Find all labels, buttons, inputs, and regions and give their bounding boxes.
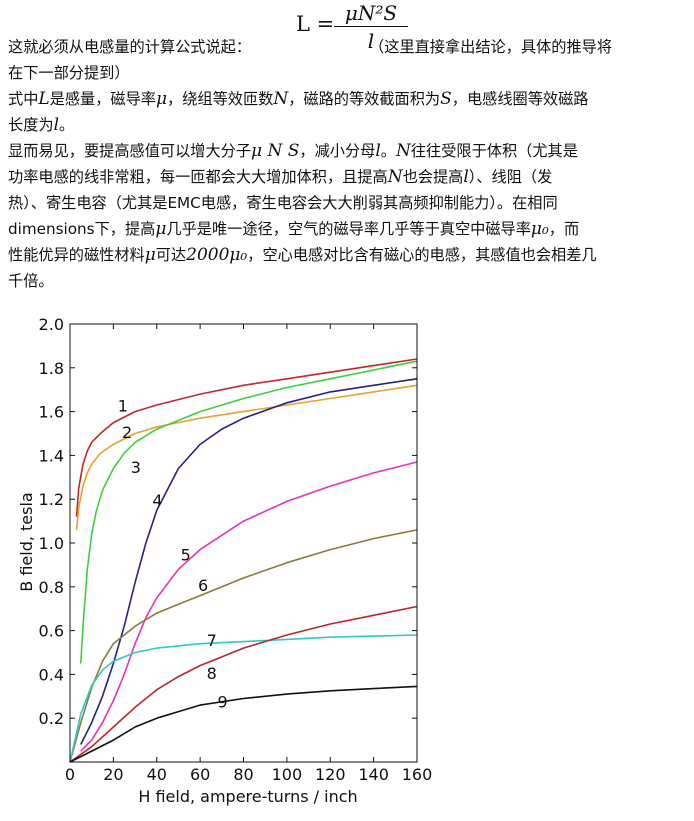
formula-fraction: μN²S l — [332, 0, 410, 55]
series-line-8 — [69, 605, 418, 763]
y-tick-label: 1.4 — [39, 446, 64, 465]
y-tick-label: 1.8 — [39, 359, 64, 378]
x-axis-label: H field, ampere-turns / inch — [138, 787, 357, 806]
x-tick-label: 120 — [315, 765, 346, 784]
article-text: 这就必须从电感量的计算公式说起： （这里直接拿出结论，具体的推导将 在下一部分提到… — [8, 6, 690, 294]
series-label-5: 5 — [181, 546, 191, 565]
text-line-5: 显而易见，要提高感值可以增大分子μ N S，减小分母l。N往往受限于体积（尤其是 — [8, 138, 690, 164]
text-segment: ）、线阻（发 — [468, 168, 553, 186]
text-segment: ，磁路的等效截面积为 — [288, 90, 441, 108]
text-line-7: 热）、寄生电容（尤其是EMC电感，寄生电容会大大削弱其高频抑制能力）。在相同 — [8, 190, 690, 216]
series-line-3 — [80, 360, 418, 664]
series-line-6 — [69, 529, 418, 763]
text-segment: 千倍。 — [8, 272, 54, 290]
y-tick-label: 0.6 — [39, 622, 64, 641]
text-segment: 这就必须从电感量的计算公式说起： — [8, 38, 251, 56]
x-tick-label: 80 — [233, 765, 253, 784]
series-label-4: 4 — [152, 491, 162, 510]
series-line-1 — [75, 358, 418, 517]
text-segment: 往往受限于体积（尤其是 — [410, 142, 578, 160]
series-line-2 — [75, 384, 418, 530]
plot-frame — [69, 323, 418, 763]
text-line-4: 长度为l。 — [8, 112, 690, 138]
math-symbol: 2000μ₀ — [186, 245, 248, 265]
x-tick-label: 140 — [358, 765, 389, 784]
series-label-1: 1 — [118, 397, 128, 416]
text-line-3: 式中L是感量，磁导率μ，绕组等效匝数N，磁路的等效截面积为S，电感线圈等效磁路 — [8, 86, 690, 112]
text-segment: 显而易见，要提高感值可以增大分子 — [8, 142, 251, 160]
formula-denominator: l — [367, 29, 375, 53]
math-symbol: μ₀ — [530, 219, 549, 239]
text-line-8: dimensions下，提高μ几乎是唯一途径，空气的磁导率几乎等于真空中磁导率μ… — [8, 216, 690, 242]
text-segment: 式中 — [8, 90, 39, 108]
series-label-7: 7 — [207, 631, 217, 650]
series-line-9 — [69, 685, 418, 763]
text-segment: 是感量，磁导率 — [49, 90, 156, 108]
math-symbol: L — [38, 89, 50, 109]
text-segment: ，空心电感对比含有磁心的电感，其感值也会相差几 — [247, 246, 597, 264]
math-symbol: μ — [144, 245, 156, 265]
text-line-1: 这就必须从电感量的计算公式说起： （这里直接拿出结论，具体的推导将 — [8, 34, 690, 60]
fraction-bar — [334, 26, 408, 27]
text-segment: 在下一部分提到） — [8, 64, 130, 82]
y-axis-label: B field, tesla — [17, 492, 36, 591]
math-symbol: S — [440, 89, 452, 109]
text-segment: ，而 — [548, 220, 580, 238]
series-label-6: 6 — [198, 576, 208, 595]
text-segment: （这里直接拿出结论，具体的推导将 — [369, 38, 612, 56]
text-segment: 热）、寄生电容（尤其是EMC电感，寄生电容会大大削弱其高频抑制能力）。在相同 — [8, 194, 558, 212]
x-tick-label: 40 — [147, 765, 167, 784]
x-tick-label: 20 — [103, 765, 123, 784]
x-tick-label: 60 — [190, 765, 210, 784]
series-line-7 — [69, 634, 418, 763]
y-tick-label: 0.2 — [39, 709, 64, 728]
series-line-4 — [80, 378, 418, 745]
math-symbol: N — [395, 141, 411, 161]
math-symbol: μ — [155, 89, 168, 109]
text-segment: 。 — [59, 116, 75, 134]
series-label-8: 8 — [207, 664, 217, 683]
text-line-9: 性能优异的磁性材料μ可达2000μ₀，空心电感对比含有磁心的电感，其感值也会相差… — [8, 242, 690, 268]
math-symbol: μ N S — [251, 141, 300, 161]
math-symbol: N — [273, 89, 289, 109]
text-segment: ，绕组等效匝数 — [167, 90, 274, 108]
text-segment: 几乎是唯一途径，空气的磁导率几乎等于真空中磁导率 — [166, 220, 531, 238]
text-line-6: 功率电感的线非常粗，每一匝都会大大增加体积，且提高N也会提高l）、线阻（发 — [8, 164, 690, 190]
series-label-9: 9 — [217, 692, 227, 711]
series-label-3: 3 — [131, 458, 141, 477]
inductance-formula: L = μN²S l — [296, 0, 416, 60]
y-tick-label: 0.8 — [39, 578, 64, 597]
text-segment: ，电感线圈等效磁路 — [451, 90, 589, 108]
text-segment: 可达 — [155, 246, 187, 264]
series-label-2: 2 — [122, 423, 132, 442]
math-symbol: l — [53, 115, 59, 135]
y-tick-label: 1.0 — [39, 534, 64, 553]
text-segment: ，减小分母 — [299, 142, 376, 160]
formula-numerator: μN²S — [344, 1, 398, 25]
math-symbol: μ — [155, 219, 167, 239]
y-tick-label: 2.0 — [39, 318, 64, 334]
x-tick-label: 0 — [65, 765, 75, 784]
series-line-5 — [80, 461, 418, 752]
y-tick-label: 0.4 — [39, 665, 64, 684]
text-line-10: 千倍。 — [8, 268, 690, 294]
y-tick-label: 1.2 — [39, 490, 64, 509]
text-line-2: 在下一部分提到） — [8, 60, 690, 86]
text-segment: 功率电感的线非常粗，每一匝都会大大增加体积，且提高 — [8, 168, 388, 186]
text-segment: 。 — [380, 142, 396, 160]
text-segment: 也会提高 — [402, 168, 464, 186]
text-segment: 长度为 — [8, 116, 54, 134]
x-tick-label: 100 — [272, 765, 303, 784]
text-segment: 性能优异的磁性材料 — [8, 246, 145, 264]
math-symbol: l — [463, 167, 469, 187]
y-tick-label: 1.6 — [39, 403, 64, 422]
math-symbol: N — [387, 167, 403, 187]
x-tick-label: 160 — [402, 765, 433, 784]
math-symbol: l — [375, 141, 381, 161]
text-segment: dimensions下，提高 — [8, 220, 156, 238]
formula-lhs: L = — [296, 12, 335, 36]
